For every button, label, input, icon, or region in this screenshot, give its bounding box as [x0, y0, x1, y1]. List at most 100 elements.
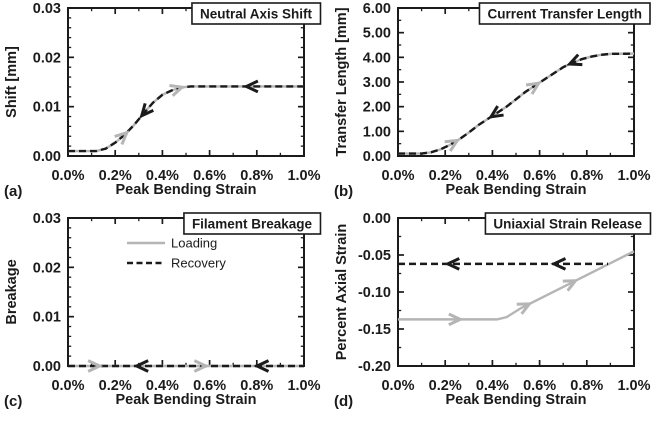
y-tick-label: 3.00 — [363, 75, 391, 91]
panel-letter: (c) — [4, 393, 22, 410]
y-tick-label: 0.00 — [33, 149, 61, 165]
panel-b-current-transfer-length: 0.0% 0.2% 0.4% 0.6% 0.8% 1.0% 0.00 1.00 2.00 3.00… — [330, 0, 660, 210]
legend-label-recovery: Recovery — [171, 256, 226, 271]
x-tick-label: 0.8% — [570, 168, 603, 184]
x-tick-label: 0.0% — [51, 168, 84, 184]
left-arrow-icon — [444, 257, 460, 271]
right-arrow-icon — [562, 279, 579, 292]
series-recovery — [398, 52, 635, 155]
x-tick-label: 1.0% — [287, 168, 320, 184]
y-tick-label: 0.00 — [363, 211, 391, 227]
chart-a: 0.0% 0.2% 0.4% 0.6% 0.8% 1.0% 0.00 0.01 0.02 0.03… — [4, 1, 322, 200]
plot-frame — [397, 7, 635, 157]
y-tick-label: -0.05 — [358, 248, 391, 264]
x-tick-label: 0.0% — [381, 378, 414, 394]
series-loading — [398, 52, 635, 155]
legend-label-loading: Loading — [171, 236, 217, 251]
y-tick-label: -0.15 — [358, 322, 391, 338]
x-tick-label: 1.0% — [287, 378, 320, 394]
y-tick-label: 0.01 — [33, 310, 61, 326]
y-tick-label: 0.03 — [33, 1, 61, 17]
y-axis-title: Shift [mm] — [4, 46, 20, 118]
x-tick-label: 0.2% — [429, 168, 462, 184]
y-tick-label: 0.02 — [33, 50, 61, 66]
panel-title: Neutral Axis Shift — [200, 7, 313, 22]
chart-b: 0.0% 0.2% 0.4% 0.6% 0.8% 1.0% 0.00 1.00 2.00 3.00… — [334, 1, 651, 200]
panel-title: Uniaxial Strain Release — [493, 217, 642, 232]
y-axis-title: Breakage — [4, 259, 20, 324]
panel-title: Current Transfer Length — [487, 7, 642, 22]
x-tick-label: 0.6% — [193, 168, 226, 184]
x-axis-title: Peak Bending Strain — [115, 182, 256, 198]
left-arrow-icon — [488, 105, 504, 119]
plot-frame — [67, 7, 305, 157]
y-tick-label: 0.00 — [33, 359, 61, 375]
x-tick-label: 0.6% — [193, 378, 226, 394]
x-tick-label: 0.4% — [146, 378, 179, 394]
panel-title-box — [484, 212, 652, 235]
x-tick-label: 0.6% — [523, 168, 556, 184]
y-tick-label: 4.00 — [363, 50, 391, 66]
x-tick-label: 0.4% — [476, 378, 509, 394]
y-tick-label: 6.00 — [363, 1, 391, 17]
x-tick-label: 0.2% — [429, 378, 462, 394]
x-axis-title: Peak Bending Strain — [445, 182, 586, 198]
left-arrow-icon — [550, 257, 567, 271]
series-recovery — [68, 85, 304, 153]
panel-title-box — [183, 212, 322, 235]
x-tick-label: 0.4% — [146, 168, 179, 184]
y-axis-title: Percent Axial Strain — [334, 224, 350, 360]
right-arrow-icon — [87, 359, 104, 373]
right-arrow-icon — [525, 81, 542, 95]
x-tick-label: 0.2% — [99, 378, 132, 394]
x-tick-label: 0.8% — [240, 378, 273, 394]
panel-letter: (d) — [334, 393, 353, 410]
x-tick-label: 0.8% — [240, 168, 273, 184]
x-tick-label: 0.6% — [523, 378, 556, 394]
right-arrow-icon — [169, 83, 186, 97]
panel-a-neutral-axis-shift: 0.0% 0.2% 0.4% 0.6% 0.8% 1.0% 0.00 0.01 0.02 0.03… — [0, 0, 330, 210]
y-tick-label: 0.02 — [33, 260, 61, 276]
y-axis-title: Transfer Length [mm] — [334, 7, 350, 156]
chart-d: 0.0% 0.2% 0.4% 0.6% 0.8% 1.0% 0.00 -0.05 -0.10 -0… — [334, 211, 652, 410]
y-tick-label: 0.03 — [33, 211, 61, 227]
panel-letter: (b) — [334, 183, 353, 200]
left-arrow-icon — [242, 79, 259, 94]
y-tick-label: 2.00 — [363, 100, 391, 116]
y-tick-label: 1.00 — [363, 124, 391, 140]
x-axis-title: Peak Bending Strain — [115, 392, 256, 408]
series-loading — [398, 250, 635, 321]
y-tick-label: 5.00 — [363, 26, 391, 42]
left-arrow-icon — [566, 53, 583, 67]
y-tick-label: -0.10 — [358, 285, 391, 301]
x-tick-label: 0.8% — [570, 378, 603, 394]
panel-d-uniaxial-strain-release: 0.0% 0.2% 0.4% 0.6% 0.8% 1.0% 0.00 -0.05 -0.10 -0… — [330, 210, 660, 420]
series-loading — [68, 85, 304, 153]
chart-c: 0.0% 0.2% 0.4% 0.6% 0.8% 1.0% 0.00 0.01 0.02 0.03… — [4, 211, 322, 410]
right-arrow-icon — [193, 359, 210, 373]
x-tick-label: 0.4% — [476, 168, 509, 184]
right-arrow-icon — [114, 130, 130, 146]
left-arrow-icon — [253, 359, 270, 373]
plot-frame — [397, 217, 635, 367]
y-tick-label: 0.00 — [363, 149, 391, 165]
x-tick-label: 0.0% — [51, 378, 84, 394]
panel-title: Filament Breakage — [192, 217, 313, 232]
right-arrow-icon — [516, 302, 533, 315]
left-arrow-icon — [133, 359, 149, 373]
panel-c-filament-breakage: 0.0% 0.2% 0.4% 0.6% 0.8% 1.0% 0.00 0.01 0.02 0.03… — [0, 210, 330, 420]
y-tick-label: -0.20 — [358, 359, 391, 375]
x-tick-label: 1.0% — [617, 378, 650, 394]
left-arrow-icon — [139, 102, 154, 119]
right-arrow-icon — [444, 138, 461, 152]
x-tick-label: 0.2% — [99, 168, 132, 184]
panel-title-box — [478, 2, 651, 25]
panel-title-box — [191, 2, 322, 25]
right-arrow-icon — [448, 312, 464, 327]
x-tick-label: 1.0% — [617, 168, 650, 184]
x-axis-title: Peak Bending Strain — [445, 392, 586, 408]
x-tick-label: 0.0% — [381, 168, 414, 184]
panel-letter: (a) — [4, 183, 22, 200]
y-tick-label: 0.01 — [33, 100, 61, 116]
